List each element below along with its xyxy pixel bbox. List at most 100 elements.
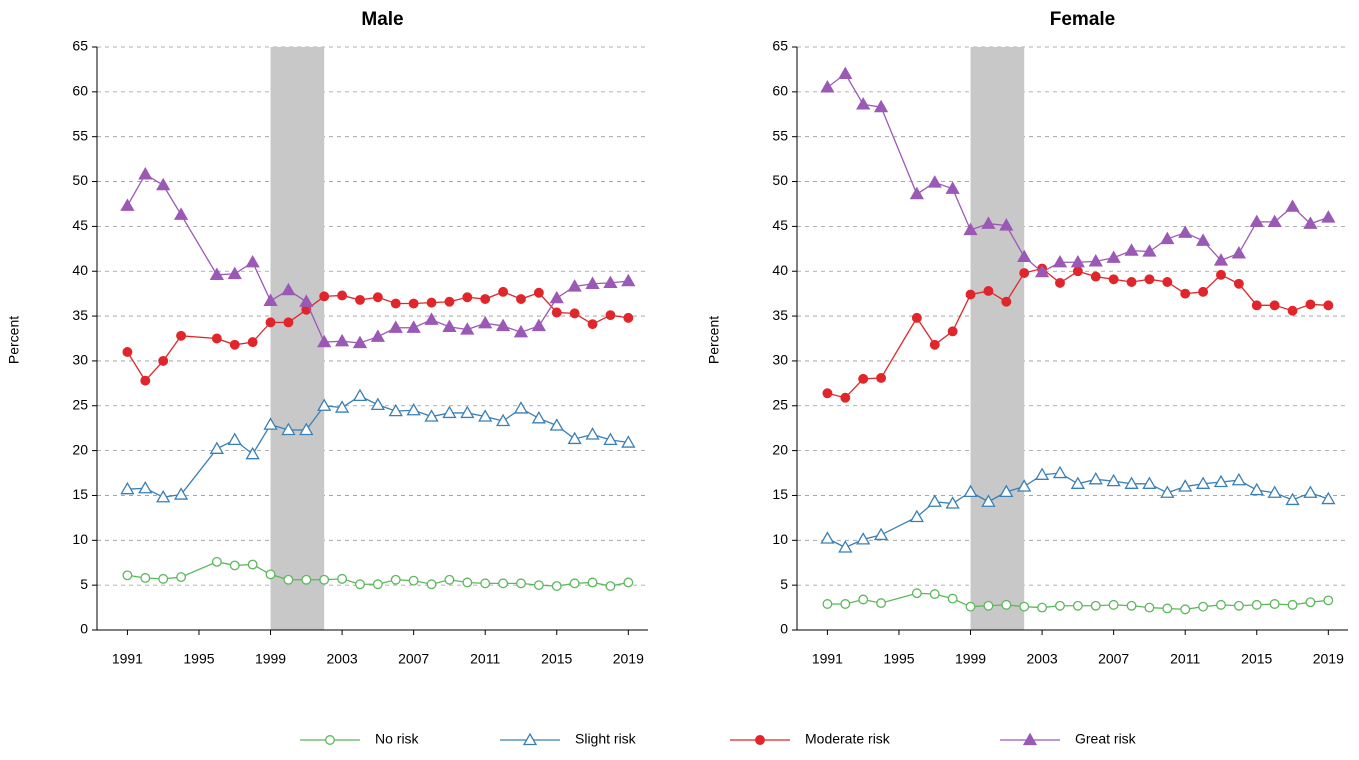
series-line [127,395,629,498]
marker [355,294,365,305]
marker [227,266,242,280]
marker [1251,300,1262,311]
y-tick-label: 30 [772,352,788,368]
marker [1001,599,1012,610]
legend-label: Slight risk [575,731,637,747]
marker [355,579,365,590]
x-tick-label: 2019 [613,651,644,667]
x-tick-label: 2011 [1170,651,1200,667]
series-line [827,72,1329,273]
y-tick-label: 30 [72,352,88,368]
marker [1017,249,1032,263]
marker [605,581,616,592]
marker [1088,472,1103,485]
marker [1106,473,1121,487]
marker [513,324,529,338]
marker [1088,254,1103,267]
marker [909,509,924,523]
y-axis-label: Percent [706,316,722,364]
marker [319,574,330,585]
marker [605,310,616,321]
marker [585,427,600,440]
marker [1303,485,1318,498]
marker [140,375,151,386]
marker [1285,492,1300,506]
marker [1198,601,1209,612]
marker [1305,597,1316,608]
marker [211,556,222,567]
y-tick-label: 25 [772,396,788,412]
marker [621,273,636,287]
marker [1178,479,1193,492]
marker [173,207,189,220]
marker [122,570,133,581]
marker [245,254,260,268]
y-tick-label: 5 [780,576,788,592]
marker [947,593,958,604]
marker [569,308,580,319]
marker [856,97,871,110]
marker [263,293,278,306]
y-tick-label: 50 [772,172,788,188]
series-line [126,291,629,382]
marker [1142,244,1157,257]
marker [299,294,314,307]
marker [478,409,493,422]
marker [156,177,171,191]
marker [480,294,491,304]
marker [1160,485,1175,498]
marker [858,594,869,605]
x-tick-label: 2003 [1027,651,1058,667]
marker [1144,274,1155,285]
marker [840,599,851,609]
x-tick-label: 2015 [1241,651,1272,667]
marker [1178,225,1193,238]
marker [176,330,187,341]
marker [1019,268,1030,278]
marker [1126,277,1137,287]
marker [981,216,996,229]
marker [138,480,153,494]
marker [929,339,940,350]
marker [876,598,887,609]
legend-marker [325,735,335,745]
marker [388,403,403,417]
y-axis-label: Percent [6,316,22,364]
marker [173,487,189,500]
marker [945,181,960,194]
marker [247,337,258,348]
marker [390,574,401,585]
x-tick-label: 2003 [327,651,358,667]
marker [265,317,276,328]
y-tick-label: 15 [772,486,788,502]
marker [587,577,598,588]
marker [1213,474,1229,488]
marker [567,431,582,445]
marker [621,435,636,448]
marker [1034,264,1050,278]
marker [498,286,509,297]
marker [1305,299,1316,310]
marker [209,441,224,454]
marker [444,296,455,307]
marker [1017,479,1032,492]
y-tick-label: 50 [72,172,88,188]
marker [549,290,564,304]
x-tick-label: 2007 [398,651,429,667]
legend-marker [1022,732,1038,746]
marker [983,286,994,296]
marker [1216,269,1226,280]
marker [1321,210,1336,223]
x-tick-label: 1995 [183,651,214,667]
marker [1287,599,1298,610]
marker [424,409,439,422]
marker [1070,254,1085,268]
marker [1249,482,1264,496]
marker [1144,602,1155,613]
marker [209,267,224,280]
marker [1162,603,1173,614]
marker [858,373,869,384]
marker [911,312,922,323]
y-tick-label: 60 [772,83,788,99]
marker [122,347,133,357]
